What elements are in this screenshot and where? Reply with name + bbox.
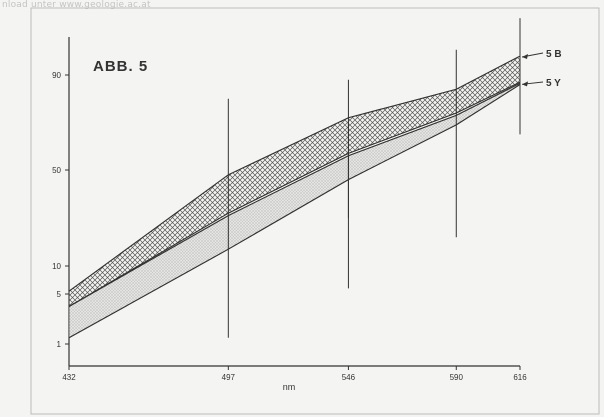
x-tick-label: 546	[342, 373, 356, 382]
legend-label: 5 Y	[546, 78, 561, 89]
x-tick-label: 616	[513, 373, 527, 382]
x-tick-label: 497	[222, 373, 236, 382]
y-tick-label: 10	[52, 262, 61, 271]
legend-label: 5 B	[546, 49, 562, 60]
y-tick-label: 90	[52, 71, 61, 80]
x-tick-label: 432	[62, 373, 76, 382]
y-tick-label: 5	[57, 290, 62, 299]
y-tick-label: 1	[57, 340, 62, 349]
x-tick-label: 590	[450, 373, 464, 382]
x-axis-label: nm	[283, 382, 296, 392]
bands	[69, 56, 520, 338]
legend: 5 B 5 Y	[522, 49, 562, 89]
y-tick-label: 50	[52, 166, 61, 175]
chart-title: ABB. 5	[93, 58, 148, 75]
